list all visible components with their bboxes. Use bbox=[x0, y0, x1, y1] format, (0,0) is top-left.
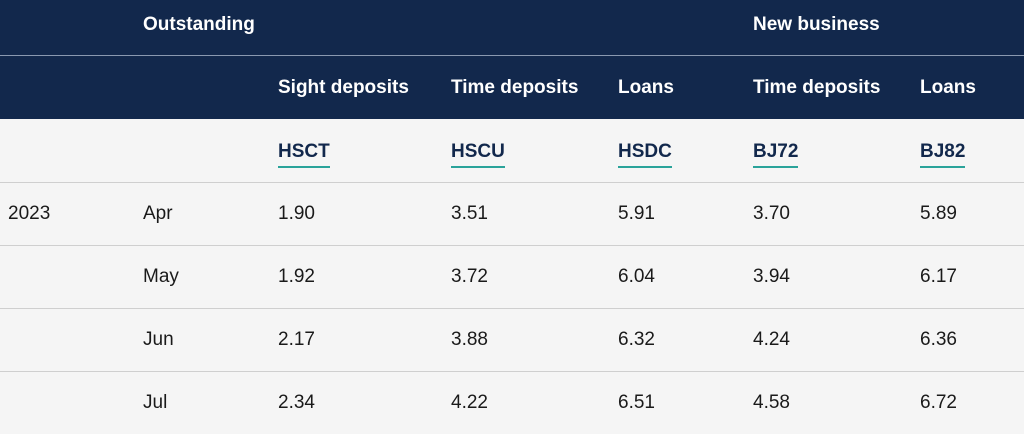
value-cell: 2.17 bbox=[278, 329, 315, 350]
month-cell: Apr bbox=[143, 203, 173, 224]
series-code-link[interactable]: BJ82 bbox=[920, 141, 966, 168]
series-code-link[interactable]: HSDC bbox=[618, 141, 672, 168]
value-cell: 1.92 bbox=[278, 266, 315, 287]
value-cell: 6.51 bbox=[618, 392, 655, 413]
value-cell: 5.91 bbox=[618, 203, 655, 224]
value-cell: 5.89 bbox=[920, 203, 957, 224]
series-code-link[interactable]: BJ72 bbox=[753, 141, 799, 168]
value-cell: 3.70 bbox=[753, 203, 790, 224]
value-cell: 4.22 bbox=[451, 392, 488, 413]
value-cell: 3.94 bbox=[753, 266, 790, 287]
table-row: May 1.92 3.72 6.04 3.94 6.17 bbox=[0, 245, 1024, 308]
year-cell: 2023 bbox=[8, 203, 51, 224]
month-cell: Jul bbox=[143, 392, 168, 413]
column-header-time-deposits-new: Time deposits bbox=[753, 77, 881, 98]
table-row: 2023 Apr 1.90 3.51 5.91 3.70 5.89 bbox=[0, 182, 1024, 245]
value-cell: 3.88 bbox=[451, 329, 488, 350]
month-cell: May bbox=[143, 266, 179, 287]
group-header-new-business: New business bbox=[753, 14, 880, 35]
group-header-outstanding: Outstanding bbox=[143, 14, 255, 35]
column-header-sight-deposits: Sight deposits bbox=[278, 77, 409, 98]
value-cell: 2.34 bbox=[278, 392, 315, 413]
value-cell: 6.72 bbox=[920, 392, 957, 413]
value-cell: 6.17 bbox=[920, 266, 957, 287]
series-code-link[interactable]: HSCU bbox=[451, 141, 505, 168]
value-cell: 1.90 bbox=[278, 203, 315, 224]
value-cell: 4.24 bbox=[753, 329, 790, 350]
series-code-row: HSCT HSCU HSDC BJ72 BJ82 bbox=[0, 119, 1024, 182]
column-header-loans-new: Loans bbox=[920, 77, 976, 98]
value-cell: 3.72 bbox=[451, 266, 488, 287]
value-cell: 3.51 bbox=[451, 203, 488, 224]
column-header-time-deposits-outstanding: Time deposits bbox=[451, 77, 579, 98]
table-row: Jul 2.34 4.22 6.51 4.58 6.72 bbox=[0, 371, 1024, 434]
value-cell: 4.58 bbox=[753, 392, 790, 413]
header-group-row: Outstanding New business bbox=[0, 0, 1024, 56]
value-cell: 6.36 bbox=[920, 329, 957, 350]
value-cell: 6.32 bbox=[618, 329, 655, 350]
value-cell: 6.04 bbox=[618, 266, 655, 287]
column-header-loans-outstanding: Loans bbox=[618, 77, 674, 98]
header-column-row: Sight deposits Time deposits Loans Time … bbox=[0, 56, 1024, 119]
series-code-link[interactable]: HSCT bbox=[278, 141, 330, 168]
table-row: Jun 2.17 3.88 6.32 4.24 6.36 bbox=[0, 308, 1024, 371]
header-divider bbox=[0, 55, 1024, 56]
month-cell: Jun bbox=[143, 329, 174, 350]
